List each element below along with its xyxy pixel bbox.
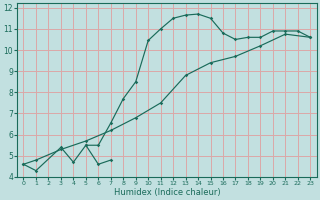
X-axis label: Humidex (Indice chaleur): Humidex (Indice chaleur): [114, 188, 220, 197]
